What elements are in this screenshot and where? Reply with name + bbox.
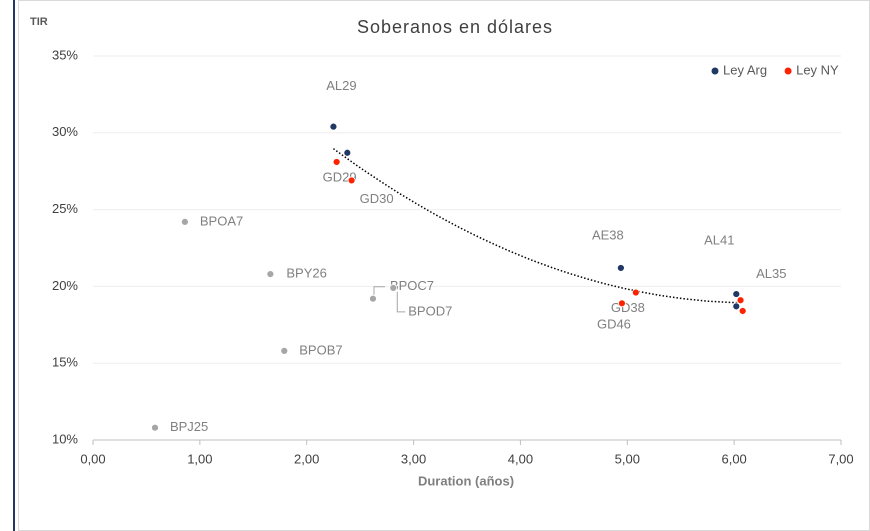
data-point <box>738 307 747 315</box>
trendline <box>332 148 743 304</box>
data-point <box>369 294 377 303</box>
data-point <box>280 347 289 355</box>
data-point <box>616 264 625 272</box>
data-point <box>343 148 352 157</box>
y-axis-label: TIR <box>30 16 48 28</box>
x-tick-label: 2,00 <box>294 451 319 466</box>
legend-label: Ley Arg <box>723 62 767 77</box>
x-tick-label: 0,00 <box>80 451 105 466</box>
point-label: BPY26 <box>286 266 326 281</box>
x-tick-label: 7,00 <box>828 451 853 466</box>
data-point <box>347 176 356 185</box>
point-label: GD30 <box>360 191 394 206</box>
x-tick-label: 4,00 <box>508 451 533 466</box>
data-point <box>151 423 159 432</box>
point-label: GD46 <box>597 317 631 332</box>
leader-line <box>396 291 406 313</box>
x-tick-label: 1,00 <box>187 451 212 466</box>
point-label: AL35 <box>756 266 786 281</box>
y-tick-label: 15% <box>52 355 78 370</box>
data-point <box>732 290 741 298</box>
data-point <box>736 296 745 305</box>
data-point <box>618 299 626 308</box>
data-point <box>631 288 640 297</box>
point-label: AE38 <box>592 227 624 242</box>
point-label: AL29 <box>326 78 356 93</box>
y-tick-label: 35% <box>52 47 78 62</box>
leader-line <box>373 286 385 295</box>
x-tick-label: 3,00 <box>401 451 426 466</box>
data-point <box>180 217 189 226</box>
data-point <box>329 122 338 131</box>
data-point <box>266 270 275 279</box>
y-tick-label: 20% <box>52 278 78 293</box>
data-point <box>732 302 741 311</box>
x-axis-label: Duration (años) <box>418 473 514 488</box>
point-label: GD38 <box>611 300 645 315</box>
legend-marker <box>784 67 792 75</box>
y-tick-label: 30% <box>52 124 78 139</box>
point-label: BPOB7 <box>299 342 342 357</box>
point-label: AL41 <box>704 233 734 248</box>
data-point <box>389 284 398 292</box>
chart-title: Soberanos en dólares <box>357 17 553 37</box>
x-tick-label: 6,00 <box>721 451 746 466</box>
point-label: BPOA7 <box>200 213 243 228</box>
legend-marker <box>711 67 719 75</box>
data-point <box>332 158 341 166</box>
point-label: BPOD7 <box>408 303 452 318</box>
x-tick-label: 5,00 <box>615 451 640 466</box>
point-label: BPJ25 <box>170 419 208 434</box>
point-label: BPOC7 <box>390 278 434 293</box>
legend-label: Ley NY <box>796 62 839 77</box>
y-tick-label: 25% <box>52 201 78 216</box>
y-tick-label: 10% <box>52 431 78 446</box>
